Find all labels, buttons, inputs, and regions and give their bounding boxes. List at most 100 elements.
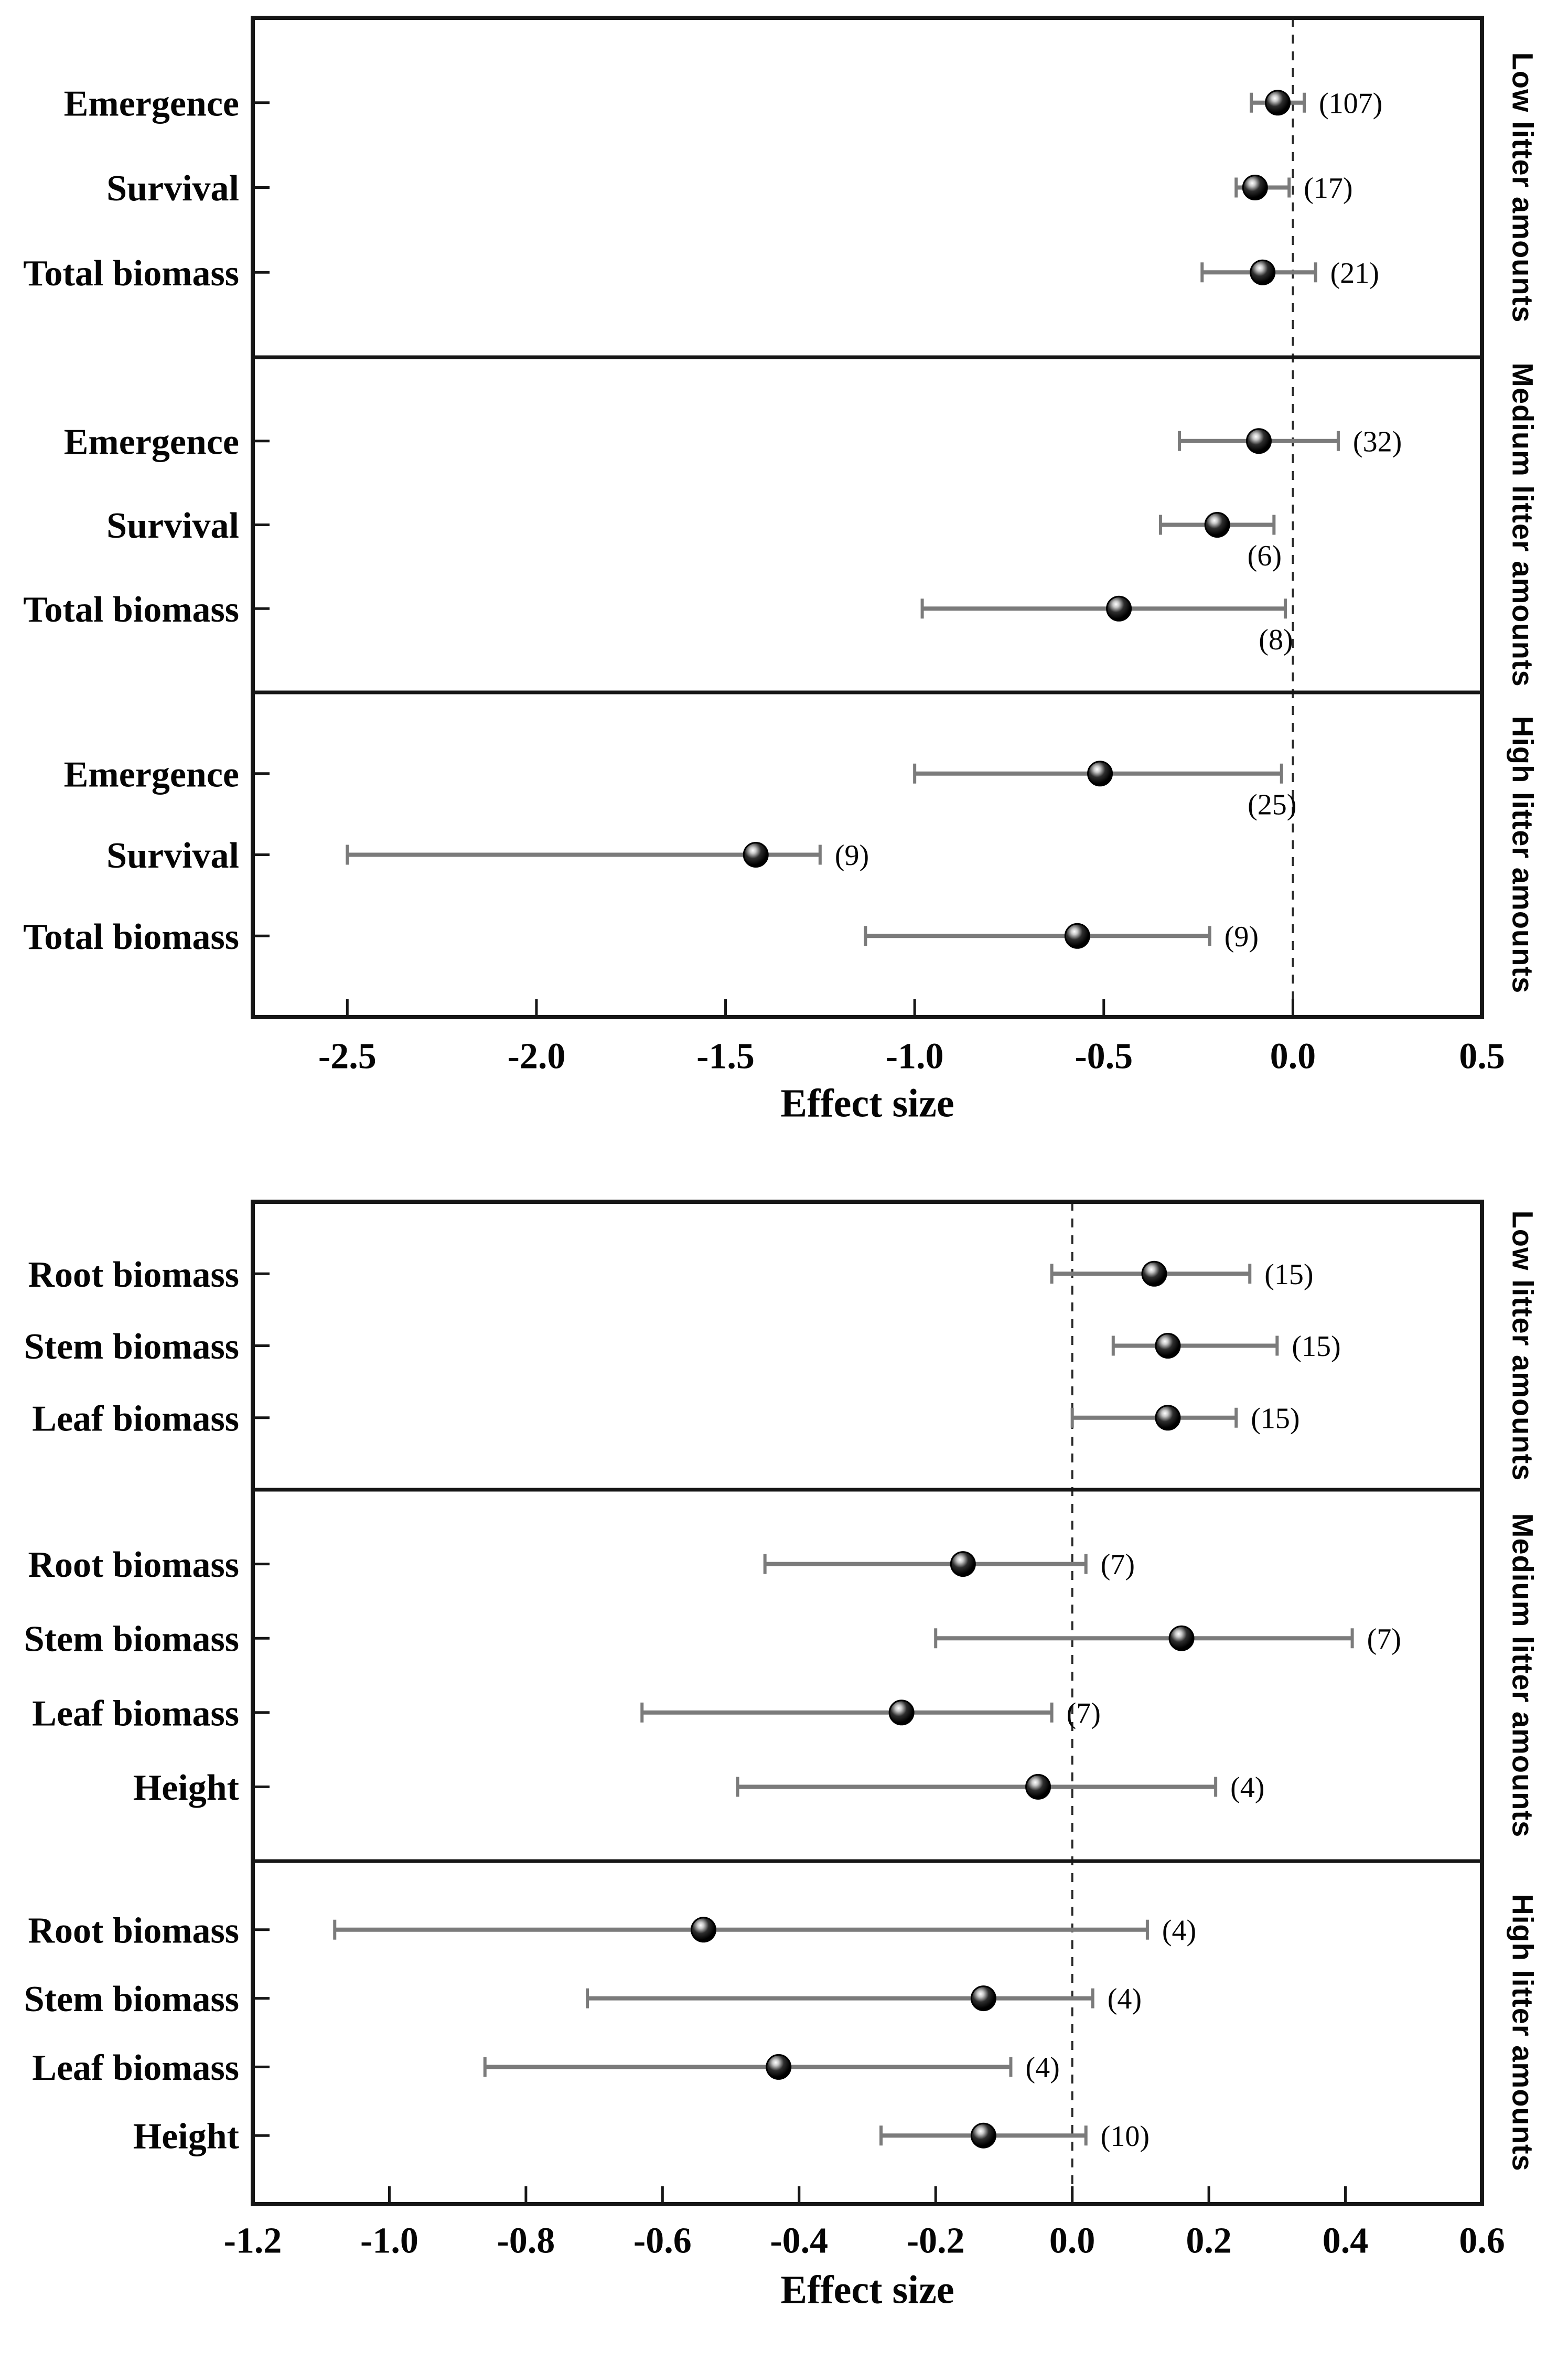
sample-size-label: (21) [1330, 257, 1379, 290]
panel-side-label: Low litter amounts [1506, 1211, 1539, 1481]
sample-size-label: (4) [1025, 2052, 1059, 2084]
data-point-marker [1064, 923, 1090, 949]
x-tick-label: 0.0 [1270, 1037, 1316, 1077]
data-point-marker [1155, 1333, 1181, 1359]
x-tick-label: -0.6 [633, 2221, 692, 2261]
forest-panel: Root biomass (4)Stem biomass (4)Leaf bioma… [24, 1910, 1197, 2156]
data-row: Emergence (25) [64, 754, 1297, 821]
data-point-marker [1141, 1260, 1167, 1287]
category-label: Stem biomass [24, 1979, 239, 2020]
category-label: Survival [106, 506, 239, 546]
category-label: Height [133, 2117, 239, 2157]
category-label: Total biomass [23, 253, 239, 294]
data-point-marker [1087, 761, 1113, 787]
sample-size-label: (7) [1367, 1623, 1401, 1655]
panel-side-label: Low litter amounts [1506, 52, 1539, 323]
data-row: Stem biomass (15) [24, 1327, 1341, 1367]
data-row: Total biomass (21) [23, 253, 1379, 294]
data-row: Emergence (107) [64, 83, 1383, 124]
data-row: Leaf biomass (15) [32, 1398, 1299, 1439]
x-tick-label: -2.5 [318, 1037, 377, 1077]
forest-panel: Emergence (25) Survival (9) Total biomass (9) [23, 754, 1296, 957]
category-label: Leaf biomass [32, 1693, 239, 1734]
data-point-marker [1242, 175, 1268, 200]
data-row: Leaf biomass (4) [32, 2048, 1060, 2088]
panel-side-label: Medium litter amounts [1506, 362, 1539, 687]
data-point-marker [690, 1917, 716, 1943]
category-label: Stem biomass [24, 1327, 239, 1367]
data-point-marker [1155, 1405, 1181, 1431]
data-point-marker [1106, 595, 1132, 622]
data-row: Height (4) [133, 1768, 1265, 1808]
data-row: Root biomass (15) [28, 1255, 1313, 1295]
data-point-marker [1204, 512, 1230, 538]
category-label: Survival [106, 836, 239, 876]
sample-size-label: (4) [1230, 1771, 1264, 1804]
data-row: Survival (6) [106, 506, 1282, 572]
data-point-marker [970, 1985, 996, 2012]
data-row: Leaf biomass (7) [32, 1693, 1101, 1734]
x-tick-label: -0.5 [1075, 1037, 1133, 1077]
data-row: Total biomass (9) [23, 917, 1259, 957]
data-point-marker [1250, 259, 1276, 285]
x-tick-label: -2.0 [508, 1037, 566, 1077]
sample-size-label: (32) [1353, 425, 1402, 458]
x-tick-label: -1.2 [224, 2221, 282, 2261]
x-tick-label: -0.4 [770, 2221, 828, 2261]
panel-side-label: High litter amounts [1506, 716, 1539, 993]
category-label: Leaf biomass [32, 2048, 239, 2088]
sample-size-label: (25) [1248, 788, 1296, 821]
forest-panel: Emergence (107) Survival (17) Total biomass (… [23, 83, 1382, 294]
category-label: Emergence [64, 422, 239, 462]
panel-side-label: High litter amounts [1506, 1894, 1539, 2171]
sample-size-label: (7) [1101, 1548, 1135, 1581]
x-tick-label: -1.5 [696, 1037, 755, 1077]
data-row: Survival (9) [106, 836, 869, 876]
x-tick-label: -1.0 [360, 2221, 418, 2261]
category-label: Survival [106, 168, 239, 209]
x-axis-title: Effect size [780, 2268, 954, 2312]
sample-size-label: (17) [1304, 172, 1352, 205]
category-label: Root biomass [28, 1910, 239, 1951]
category-label: Emergence [64, 83, 239, 124]
x-tick-label: -0.2 [907, 2221, 965, 2261]
x-tick-label: 0.6 [1459, 2221, 1505, 2261]
sample-size-label: (4) [1108, 1983, 1142, 2015]
data-row: Stem biomass (7) [24, 1619, 1401, 1660]
forest-panel: Emergence (32) Survival (6) Total biomass (8) [23, 422, 1402, 656]
data-point-marker [1025, 1773, 1051, 1800]
data-point-marker [888, 1700, 915, 1726]
data-row: Stem biomass (4) [24, 1979, 1142, 2020]
sample-size-label: (7) [1067, 1697, 1101, 1729]
data-row: Root biomass (4) [28, 1910, 1196, 1951]
category-label: Emergence [64, 754, 239, 795]
category-label: Root biomass [28, 1545, 239, 1585]
data-row: Height (10) [133, 2117, 1150, 2157]
data-row: Root biomass (7) [28, 1545, 1135, 1585]
sample-size-label: (4) [1162, 1914, 1196, 1947]
category-label: Leaf biomass [32, 1398, 239, 1439]
sample-size-label: (9) [1225, 921, 1259, 953]
x-tick-label: 0.5 [1459, 1037, 1505, 1077]
plot-frame [251, 1200, 1484, 2206]
forest-panel: Root biomass (15) Stem biomass (15) Leaf bio… [24, 1255, 1341, 1439]
forest-plot-bottom: Root biomass (15) Stem biomass (15) Leaf bio… [24, 1200, 1539, 2312]
x-tick-label: -0.8 [497, 2221, 555, 2261]
sample-size-label: (9) [835, 839, 869, 872]
data-row: Total biomass (8) [23, 590, 1293, 656]
data-point-marker [766, 2054, 792, 2080]
x-tick-label: 0.2 [1186, 2221, 1232, 2261]
category-label: Height [133, 1768, 239, 1808]
data-point-marker [1265, 90, 1291, 116]
data-point-marker [743, 842, 769, 868]
plot-frame [251, 16, 1484, 1019]
data-point-marker [950, 1551, 976, 1577]
x-axis-title: Effect size [780, 1082, 954, 1126]
data-point-marker [1168, 1625, 1195, 1651]
data-point-marker [970, 2122, 996, 2149]
data-point-marker [1245, 428, 1272, 454]
x-tick-label: 0.0 [1049, 2221, 1096, 2261]
category-label: Total biomass [23, 917, 239, 957]
